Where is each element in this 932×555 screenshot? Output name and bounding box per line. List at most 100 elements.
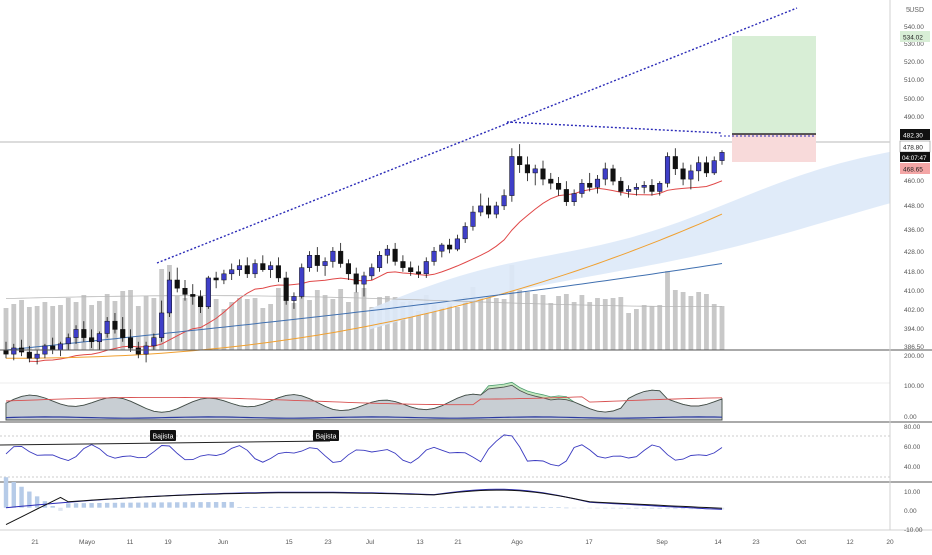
histogram-bar bbox=[276, 506, 281, 508]
volume-bar bbox=[89, 305, 95, 350]
price-axis[interactable]: USD 5 540.00 530.00 520.00 510.00 500.00… bbox=[889, 0, 931, 534]
volume-bar bbox=[42, 302, 48, 350]
countdown-badge-bg bbox=[900, 152, 930, 162]
bajista-label-2[interactable]: Bajista bbox=[313, 430, 339, 441]
volume-bar bbox=[563, 294, 569, 350]
candle bbox=[587, 172, 593, 192]
histogram-bar bbox=[579, 507, 585, 509]
volume-bar bbox=[571, 302, 577, 350]
histogram-bar bbox=[385, 507, 390, 508]
histogram-bar bbox=[509, 506, 515, 508]
histogram-bar bbox=[533, 506, 538, 508]
time-tick: 23 bbox=[752, 539, 760, 546]
candles bbox=[3, 144, 725, 365]
histogram-bar bbox=[34, 496, 40, 508]
histogram-bar bbox=[19, 486, 24, 508]
candle bbox=[338, 242, 344, 268]
time-tick: Sep bbox=[656, 539, 668, 546]
time-axis[interactable]: 21 Mayo 11 19 Jun 15 23 Jul 13 21 Ago 17… bbox=[31, 539, 894, 546]
candle-body bbox=[649, 185, 655, 192]
candle-body bbox=[680, 168, 686, 180]
candle bbox=[330, 247, 336, 268]
candle bbox=[26, 345, 32, 363]
candle-body bbox=[174, 279, 180, 289]
candle bbox=[81, 321, 87, 342]
candle bbox=[548, 172, 554, 190]
candle-body bbox=[408, 267, 414, 273]
candle-body bbox=[260, 263, 266, 270]
volume-bar bbox=[462, 297, 468, 350]
histogram-bar bbox=[112, 502, 118, 508]
candle bbox=[470, 205, 476, 231]
candle-body bbox=[594, 178, 601, 188]
stop-price-badge-bg bbox=[900, 163, 930, 174]
price-tick: 460.00 bbox=[904, 178, 924, 185]
candle bbox=[306, 251, 313, 272]
histogram-bar bbox=[89, 503, 94, 508]
time-tick: 21 bbox=[454, 539, 462, 546]
histogram-bar bbox=[229, 501, 234, 508]
histogram-bar bbox=[27, 491, 32, 508]
candle-body bbox=[65, 337, 71, 345]
histogram-bar bbox=[455, 506, 460, 508]
histogram-bar bbox=[400, 507, 406, 508]
candle-body bbox=[81, 329, 87, 338]
histogram-bar bbox=[237, 507, 242, 508]
time-tick: Jul bbox=[366, 539, 375, 546]
sub2-tick: 60.00 bbox=[904, 444, 921, 451]
candle bbox=[439, 242, 445, 258]
candle-body bbox=[657, 182, 663, 192]
candle bbox=[229, 263, 235, 280]
histogram-bar bbox=[462, 506, 468, 508]
upper-trendline[interactable] bbox=[156, 7, 798, 264]
bajista-label-1-text: Bajista bbox=[152, 434, 173, 441]
volume-bar bbox=[205, 279, 211, 350]
volume-bar bbox=[338, 289, 344, 350]
candle bbox=[711, 156, 717, 175]
candle-body bbox=[159, 312, 165, 338]
candle-body bbox=[322, 261, 328, 266]
volume-bar bbox=[579, 295, 585, 350]
volume-bar bbox=[143, 296, 149, 350]
candle bbox=[11, 343, 17, 361]
candle-body bbox=[470, 211, 476, 227]
volume-bar bbox=[470, 287, 476, 350]
candle bbox=[104, 317, 110, 338]
candle bbox=[594, 175, 601, 194]
histogram-bar bbox=[182, 502, 188, 508]
histogram-bar bbox=[283, 506, 289, 508]
volume-bar bbox=[587, 302, 593, 350]
candle-body bbox=[151, 337, 157, 347]
volume-bar bbox=[182, 298, 188, 350]
candle-body bbox=[618, 180, 624, 192]
candle-body bbox=[26, 351, 32, 359]
volume-bar bbox=[556, 296, 561, 350]
volume-bar bbox=[307, 300, 312, 350]
histogram-bar bbox=[392, 507, 398, 508]
histogram-bar bbox=[291, 506, 297, 508]
candle-body bbox=[330, 250, 336, 262]
candle-body bbox=[198, 296, 204, 308]
volume-bar bbox=[260, 308, 266, 350]
candle bbox=[244, 257, 250, 278]
price-tick: 436.00 bbox=[904, 227, 924, 234]
volume-bar bbox=[665, 271, 670, 350]
candle-body bbox=[703, 162, 709, 174]
sub3-tick: 0.00 bbox=[904, 508, 917, 515]
candle-body bbox=[524, 164, 530, 174]
target-price-badge-bg bbox=[900, 31, 930, 42]
candle bbox=[571, 189, 577, 206]
time-tick: Jun bbox=[218, 539, 229, 546]
candle-body bbox=[205, 277, 211, 308]
histogram-bar bbox=[151, 502, 157, 508]
sub3-signal-line bbox=[5, 489, 723, 526]
candle bbox=[377, 251, 383, 272]
price-tick: 540.00 bbox=[904, 24, 924, 31]
candle-body bbox=[633, 187, 639, 190]
histogram-bar bbox=[213, 502, 219, 508]
candle-body bbox=[268, 265, 274, 270]
histogram-bar bbox=[252, 506, 258, 508]
bajista-label-1[interactable]: Bajista bbox=[150, 430, 176, 441]
